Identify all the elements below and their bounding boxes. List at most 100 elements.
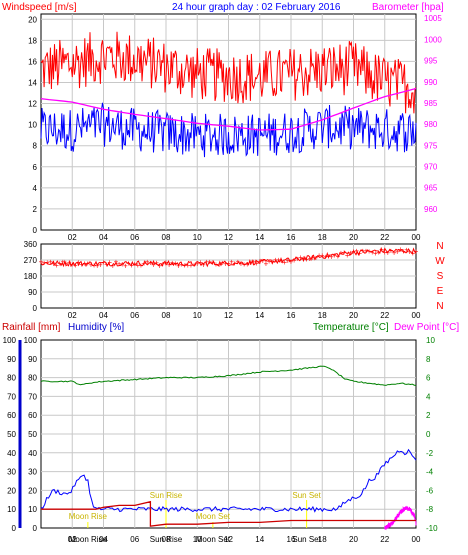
direction-point-marker: + [289, 257, 294, 266]
direction-point-marker: + [98, 261, 103, 270]
direction-point-marker: + [211, 258, 216, 267]
direction-point-marker: + [198, 258, 203, 267]
barometer-y-tick-label: 965 [424, 184, 438, 193]
direction-point-marker: + [242, 260, 247, 269]
humidity-y-tick-label: 10 [28, 505, 37, 514]
direction-point-marker: + [157, 261, 162, 270]
direction-point-marker: + [217, 260, 222, 269]
direction-point-marker: + [57, 259, 62, 268]
direction-point-marker: + [117, 260, 122, 269]
direction-point-marker: + [73, 261, 78, 270]
wind-x-tick-label: 18 [318, 233, 327, 242]
chart-title: 24 hour graph day : 02 February 2016 [172, 2, 341, 13]
wind-y-tick-label: 0 [33, 226, 38, 235]
humidity-y-tick-label: 50 [28, 430, 37, 439]
climate-x-tick-label: 16 [287, 535, 296, 544]
direction-point-marker: + [345, 251, 350, 260]
rainfall-y-tick-label: 70 [7, 392, 16, 401]
direction-point-marker: + [179, 260, 184, 269]
direction-point-marker: + [254, 259, 259, 268]
wind-x-ticks: 02 04 06 08 10 12 14 16 18 20 22 00 [68, 233, 421, 242]
climate-x-tick-label: 22 [380, 535, 389, 544]
direction-point-marker: + [89, 261, 94, 270]
wind-x-tick-label: 14 [255, 233, 264, 242]
direction-x-tick-label: 18 [318, 311, 327, 320]
event-label: Sun Rise [150, 491, 183, 500]
temperature-y-tick-label: 6 [426, 374, 431, 383]
direction-x-tick-label: 20 [349, 311, 358, 320]
direction-point-marker: + [107, 258, 112, 267]
direction-point-marker: + [229, 257, 234, 266]
barometer-y-tick-label: 975 [424, 141, 438, 150]
direction-point-marker: + [86, 259, 91, 268]
wind-y-tick-label: 6 [33, 163, 38, 172]
direction-x-tick-label: 22 [380, 311, 389, 320]
compass-label-3: E [437, 286, 444, 297]
wind-y-tick-label: 4 [33, 184, 38, 193]
wind-y-tick-label: 14 [28, 78, 37, 87]
event-label: Moon Set [196, 512, 231, 521]
rain-rate-series-line [40, 448, 417, 513]
humidity-y-tick-label: 30 [28, 468, 37, 477]
wind-x-tick-label: 06 [130, 233, 139, 242]
direction-point-marker: + [342, 248, 347, 257]
humidity-y-tick-label: 20 [28, 486, 37, 495]
compass-label-1: W [435, 256, 445, 267]
direction-point-marker: + [129, 261, 134, 270]
direction-x-tick-label: 06 [130, 311, 139, 320]
climate-x-tick-label: 02 [68, 535, 77, 544]
direction-point-marker: + [139, 261, 144, 270]
direction-point-marker: + [382, 248, 387, 257]
direction-point-marker: + [145, 257, 150, 266]
direction-point-marker: + [398, 245, 403, 254]
humidity-series-line [40, 365, 417, 386]
temperature-y-tick-label: -6 [426, 486, 434, 495]
direction-point-marker: + [395, 248, 400, 257]
event-label: Moon Rise [69, 512, 108, 521]
direction-point-marker: + [42, 259, 47, 268]
humidity-y-tick-label: 90 [28, 355, 37, 364]
direction-y-tick-label: 0 [33, 304, 38, 313]
direction-point-marker: + [326, 252, 331, 261]
direction-point-marker: + [223, 260, 228, 269]
humidity-y-tick-label: 80 [28, 374, 37, 383]
dewpoint-label: Dew Point [°C] [394, 322, 459, 333]
direction-point-marker: + [354, 247, 359, 256]
climate-x-tick-label: 04 [99, 535, 108, 544]
direction-point-marker: + [320, 251, 325, 260]
humidity-y-tick-label: 40 [28, 449, 37, 458]
rainfall-y-tick-label: 0 [12, 524, 17, 533]
temperature-y-tick-label: -8 [426, 505, 434, 514]
direction-point-marker: + [123, 261, 128, 270]
climate-x-tick-label: 18 [318, 535, 327, 544]
rainfall-y-tick-label: 60 [7, 411, 16, 420]
direction-point-marker: + [136, 261, 141, 270]
direction-point-marker: + [376, 248, 381, 257]
event-label: Sun Set [292, 491, 321, 500]
direction-x-tick-label: 16 [287, 311, 296, 320]
direction-point-marker: + [339, 249, 344, 258]
direction-point-marker: + [154, 259, 159, 268]
direction-point-marker: + [407, 248, 412, 257]
direction-point-marker: + [367, 247, 372, 256]
direction-point-marker: + [48, 258, 53, 267]
direction-x-tick-label: 12 [224, 311, 233, 320]
direction-point-marker: + [317, 251, 322, 260]
climate-x-tick-label: 12 [224, 535, 233, 544]
direction-point-marker: + [148, 258, 153, 267]
direction-point-marker: + [245, 260, 250, 269]
direction-y-ticks: 0 90 180 270 360 [24, 240, 38, 313]
temperature-label: Temperature [°C] [313, 322, 389, 333]
barometer-y-tick-label: 980 [424, 120, 438, 129]
climate-x-tick-label: 20 [349, 535, 358, 544]
direction-point-marker: + [226, 259, 231, 268]
direction-point-marker: + [251, 257, 256, 266]
direction-point-marker: + [173, 259, 178, 268]
direction-grid [41, 244, 416, 308]
wind-x-tick-label: 00 [412, 233, 421, 242]
direction-point-marker: + [373, 249, 378, 258]
